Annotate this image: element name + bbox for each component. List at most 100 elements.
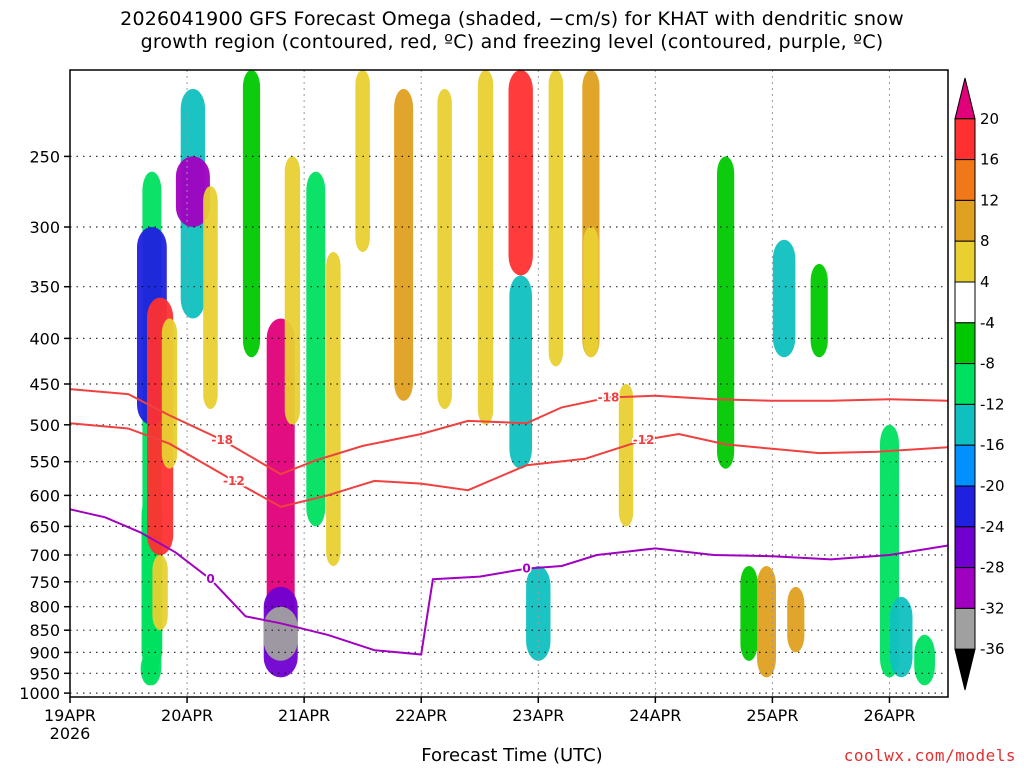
colorbar-label-2: 12 [980,191,999,209]
omega-cell-6 [161,318,178,469]
colorbar-swatch-13 [954,607,976,650]
colorbar-label-7: -12 [980,395,1005,413]
x-tick-sublabel-0: 2026 [50,724,91,743]
colorbar-swatch-12 [954,567,976,609]
x-tick-label-1: 20APR [161,706,213,725]
omega-cell-35 [889,596,913,678]
colorbar-swatch-top [954,77,976,120]
colorbar-label-10: -24 [980,518,1005,536]
contour-label--12-1: -12 [633,433,655,447]
chart-title-line1: 2026041900 GFS Forecast Omega (shaded, −… [120,8,904,30]
omega-cell-8 [175,156,210,227]
omega-cell-19 [437,88,452,410]
omega-cell-32 [787,586,805,653]
watermark: coolwx.com/models [843,746,1016,765]
contour-line--18 [69,388,949,476]
omega-cell-36 [914,634,935,686]
omega-cell-33 [810,263,828,358]
contour-label--12-0: -12 [223,474,245,488]
contour-label--18-1: -18 [598,391,620,405]
colorbar-label-12: -32 [980,599,1005,617]
omega-cell-31 [772,239,796,358]
colorbar-swatch-9 [954,444,976,487]
y-tick-label-500: 500 [29,416,60,435]
x-tick-label-7: 26APR [863,706,915,725]
contour-line-0 [69,508,949,656]
colorbar-label-9: -20 [980,477,1005,495]
colorbar: 20 16 12 8 4 -4 -8 -12 -16 -20 -24 -28 -32 -36 [954,77,1005,691]
x-tick-label-2: 21APR [278,706,330,725]
colorbar-label-11: -28 [980,559,1005,577]
x-tick-label-0: 19APR [44,706,96,725]
colorbar-swatch-1 [954,118,976,161]
contour-label-0-0: 0 [206,572,214,586]
colorbar-swatch-7 [954,363,976,405]
colorbar-swatch-3 [954,199,976,242]
y-tick-label-1000: 1000 [19,684,60,703]
colorbar-label-4: 4 [980,273,990,291]
y-tick-label-250: 250 [29,147,60,166]
omega-cell-24 [548,70,564,367]
omega-cell-13 [263,606,298,661]
colorbar-swatch-2 [954,159,976,201]
contour-label--18-0: -18 [211,433,233,447]
omega-cell-20 [477,70,494,425]
chart-title-line2: growth region (contoured, red, ºC) and f… [140,31,884,53]
y-tick-label-800: 800 [29,598,60,617]
x-tick-label-6: 25APR [746,706,798,725]
y-tick-label-750: 750 [29,573,60,592]
y-tick-label-450: 450 [29,375,60,394]
omega-cell-21 [508,70,533,276]
x-tick-label-5: 24APR [629,706,681,725]
axes-layer: 250 300 350 400 450 500 550 600 650 700 750 800 850 9… [19,69,949,743]
omega-cell-16 [326,252,341,566]
contour-line--12 [69,422,949,508]
x-axis-label: Forecast Time (UTC) [421,745,603,766]
omega-cell-18 [394,88,414,401]
colorbar-swatch-bottom [954,648,976,691]
y-tick-label-400: 400 [29,329,60,348]
colorbar-label-1: 16 [980,151,999,169]
omega-cell-22 [509,275,532,469]
chart-title: 2026041900 GFS Forecast Omega (shaded, −… [0,8,1024,54]
omega-cell-28 [717,156,735,469]
x-tick-label-4: 23APR [512,706,564,725]
omega-cell-29 [740,566,758,661]
omega-cell-10 [242,70,261,358]
y-tick-label-300: 300 [29,218,60,237]
y-tick-label-950: 950 [29,664,60,683]
x-tick-label-3: 22APR [395,706,447,725]
omega-cell-17 [355,70,370,252]
grid-layer [70,70,948,697]
y-tick-label-600: 600 [29,486,60,505]
colorbar-label-5: -4 [980,314,995,332]
y-tick-label-350: 350 [29,278,60,297]
y-tick-label-900: 900 [29,643,60,662]
omega-cell-30 [757,566,776,678]
omega-cell-9 [203,186,218,409]
omega-shading-layer [70,70,948,697]
omega-cell-5 [152,555,168,631]
colorbar-label-3: 8 [980,232,990,250]
colorbar-swatch-6 [954,322,976,365]
y-tick-label-700: 700 [29,546,60,565]
colorbar-swatch-10 [954,485,976,528]
colorbar-swatch-11 [954,526,976,569]
omega-cell-15 [306,171,326,527]
contour-label-0-1: 0 [522,562,530,576]
y-tick-label-650: 650 [29,517,60,536]
y-tick-label-850: 850 [29,621,60,640]
colorbar-label-6: -8 [980,355,995,373]
colorbar-label-13: -36 [980,640,1005,658]
omega-cell-27 [618,384,634,527]
colorbar-label-8: -16 [980,436,1005,454]
colorbar-swatch-5 [954,281,976,324]
colorbar-swatch-4 [954,240,976,283]
omega-cell-14 [284,156,301,425]
colorbar-swatch-8 [954,403,976,446]
omega-cell-23 [526,566,551,661]
contour-layer: -18 -18 -12 -12 0 0 [69,388,949,656]
omega-cell-3 [140,652,159,686]
colorbar-label-0: 20 [980,110,999,128]
